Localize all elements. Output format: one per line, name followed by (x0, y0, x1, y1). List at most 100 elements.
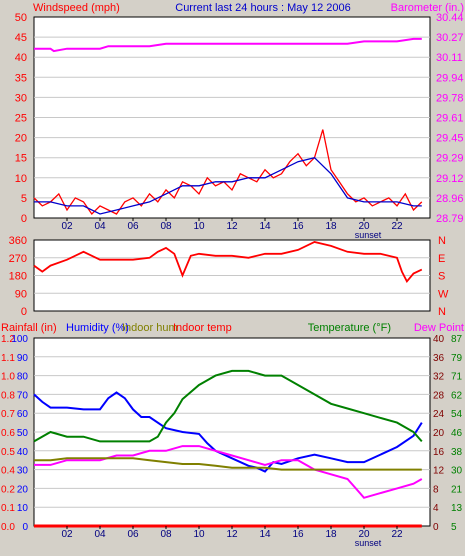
series-line (33, 391, 423, 473)
windspeed-tick-label: 45 (15, 32, 27, 44)
rainfall-label: Rainfall (in) (1, 322, 57, 334)
series-line (33, 129, 423, 216)
temp-inner-tick-label: 20 (433, 428, 445, 439)
rainfall-tick-label: 1.1 (1, 353, 15, 364)
barometer-tick-label: 29.45 (436, 133, 464, 145)
windspeed-tick-label: 10 (15, 173, 27, 185)
humidity-tick-label: 80 (17, 372, 29, 383)
x-tick-label: 10 (193, 221, 205, 232)
dew-point-label: Dew Point (414, 322, 464, 334)
chart-title: Current last 24 hours : May 12 2006 (175, 2, 350, 14)
windspeed-tick-label: 25 (15, 113, 27, 125)
barometer-axis-label: Barometer (in.) (391, 2, 464, 14)
indoor-hum-label: Indoor hum (122, 322, 178, 334)
x-tick-label: 12 (226, 221, 238, 232)
temp-outer-tick-label: 38 (451, 447, 463, 458)
barometer-tick-label: 30.44 (436, 12, 464, 24)
temperature-label: Temperature (°F) (308, 322, 391, 334)
series-line (34, 156, 422, 215)
compass-tick-label: W (438, 288, 449, 300)
humidity-tick-label: 10 (17, 503, 29, 514)
direction-tick-label: 180 (9, 271, 27, 283)
barometer-tick-label: 29.29 (436, 153, 464, 165)
temp-inner-tick-label: 28 (433, 390, 445, 401)
x-tick-label: 02 (61, 529, 73, 540)
direction-plot-grid (34, 257, 430, 294)
temp-outer-tick-label: 62 (451, 390, 463, 401)
x-tick-label: 12 (226, 529, 238, 540)
temp-inner-tick-label: 4 (433, 503, 439, 514)
humidity-tick-label: 60 (17, 409, 29, 420)
temp-inner-tick-label: 36 (433, 353, 445, 364)
temp-outer-tick-label: 46 (451, 428, 463, 439)
windspeed-tick-label: 5 (21, 193, 27, 205)
indoor-temp-label: Indoor temp (173, 322, 232, 334)
rainfall-tick-label: 0.1 (1, 503, 15, 514)
humidity-label: Humidity (%) (66, 322, 129, 334)
rainfall-tick-label: 0.5 (1, 447, 15, 458)
compass-tick-label: N (438, 235, 446, 247)
x-tick-label: 08 (160, 529, 172, 540)
x-tick-label: 20 (358, 221, 370, 232)
rainfall-tick-label: 0.0 (1, 522, 15, 533)
wind-sunset-label: sunset (355, 230, 382, 240)
direction-tick-label: 360 (9, 235, 27, 247)
humidity-tick-label: 90 (17, 353, 29, 364)
climate-plot-series (33, 369, 423, 528)
direction-tick-label: 270 (9, 253, 27, 265)
barometer-tick-label: 29.61 (436, 113, 464, 125)
windspeed-tick-label: 30 (15, 92, 27, 104)
rainfall-tick-label: 1.0 (1, 372, 15, 383)
series-line (34, 37, 422, 53)
wind-plot-series (33, 37, 423, 216)
barometer-tick-label: 29.94 (436, 72, 464, 84)
barometer-tick-label: 28.96 (436, 193, 464, 205)
climate-plot-ticks: 0.0 0 0 50.1 10 4 130.2 20 8 210.4 30 12 300.5 40 16 38… (1, 334, 463, 540)
x-tick-label: 16 (292, 221, 304, 232)
direction-plot-series (33, 241, 423, 284)
temp-outer-tick-label: 54 (451, 409, 463, 420)
windspeed-tick-label: 20 (15, 133, 27, 145)
temp-outer-tick-label: 71 (451, 372, 463, 383)
temp-inner-tick-label: 24 (433, 409, 445, 420)
series-line (33, 241, 423, 284)
windspeed-axis-label: Windspeed (mph) (33, 2, 120, 14)
rainfall-tick-label: 0.7 (1, 409, 15, 420)
temp-inner-tick-label: 32 (433, 372, 445, 383)
compass-tick-label: S (438, 271, 445, 283)
x-tick-label: 16 (292, 529, 304, 540)
humidity-tick-label: 30 (17, 466, 29, 477)
temp-outer-tick-label: 30 (451, 466, 463, 477)
x-tick-label: 14 (259, 221, 271, 232)
windspeed-tick-label: 15 (15, 153, 27, 165)
series-line (33, 369, 423, 443)
temp-inner-tick-label: 8 (433, 484, 439, 495)
x-tick-label: 20 (358, 529, 370, 540)
temp-inner-tick-label: 40 (433, 334, 445, 345)
compass-tick-label: E (438, 253, 445, 265)
x-tick-label: 02 (61, 221, 73, 232)
rainfall-tick-label: 0.8 (1, 390, 15, 401)
humidity-tick-label: 0 (22, 522, 28, 533)
x-tick-label: 04 (94, 221, 106, 232)
rainfall-tick-label: 0.2 (1, 484, 15, 495)
series-line (34, 445, 423, 499)
humidity-tick-label: 100 (11, 334, 28, 345)
x-tick-label: 22 (391, 529, 403, 540)
x-tick-label: 18 (325, 221, 337, 232)
x-tick-label: 10 (193, 529, 205, 540)
humidity-tick-label: 50 (17, 428, 29, 439)
windspeed-tick-label: 50 (15, 12, 27, 24)
direction-tick-label: 0 (21, 306, 27, 318)
windspeed-tick-label: 40 (15, 52, 27, 64)
x-tick-label: 14 (259, 529, 271, 540)
temp-inner-tick-label: 16 (433, 447, 445, 458)
compass-tick-label: N (438, 306, 446, 318)
temp-outer-tick-label: 21 (451, 484, 463, 495)
temp-outer-tick-label: 13 (451, 503, 463, 514)
barometer-tick-label: 30.11 (436, 52, 463, 64)
rainfall-tick-label: 1.2 (1, 334, 15, 345)
humidity-tick-label: 20 (17, 484, 29, 495)
humidity-tick-label: 70 (17, 390, 29, 401)
temp-inner-tick-label: 0 (433, 522, 439, 533)
